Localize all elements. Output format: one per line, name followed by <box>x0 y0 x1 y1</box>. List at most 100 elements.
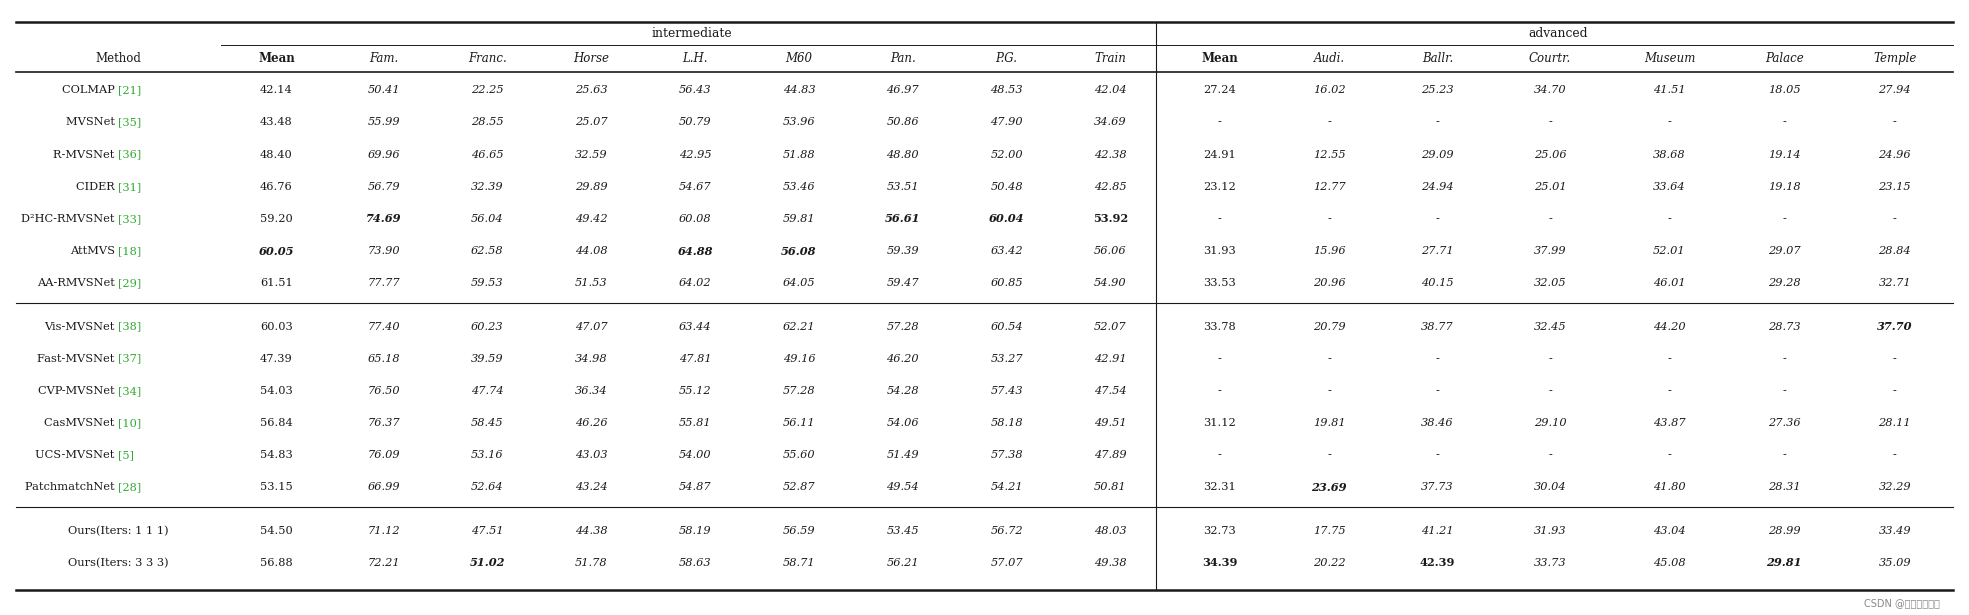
Text: -: - <box>1219 214 1221 224</box>
Text: 29.89: 29.89 <box>575 181 608 192</box>
Text: 27.24: 27.24 <box>1203 85 1237 95</box>
Text: -: - <box>1892 450 1896 460</box>
Text: -: - <box>1892 354 1896 363</box>
Text: 44.20: 44.20 <box>1654 322 1685 331</box>
Text: Courtr.: Courtr. <box>1530 52 1571 65</box>
Text: Fast-MVSNet: Fast-MVSNet <box>37 354 118 363</box>
Text: 56.43: 56.43 <box>679 85 711 95</box>
Text: 76.50: 76.50 <box>368 386 400 396</box>
Text: 20.22: 20.22 <box>1313 558 1345 568</box>
Text: 54.87: 54.87 <box>679 482 711 492</box>
Text: 56.84: 56.84 <box>260 418 293 428</box>
Text: Train: Train <box>1095 52 1126 65</box>
Text: 43.04: 43.04 <box>1654 526 1685 536</box>
Text: 23.15: 23.15 <box>1878 181 1912 192</box>
Text: 59.81: 59.81 <box>782 214 815 224</box>
Text: 22.25: 22.25 <box>471 85 504 95</box>
Text: -: - <box>1548 386 1552 396</box>
Text: 41.80: 41.80 <box>1654 482 1685 492</box>
Text: 60.85: 60.85 <box>990 278 1024 288</box>
Text: 34.98: 34.98 <box>575 354 608 363</box>
Text: 44.38: 44.38 <box>575 526 608 536</box>
Text: advanced: advanced <box>1528 26 1587 39</box>
Text: 57.43: 57.43 <box>990 386 1024 396</box>
Text: 29.81: 29.81 <box>1766 557 1802 568</box>
Text: Museum: Museum <box>1644 52 1695 65</box>
Text: 54.00: 54.00 <box>679 450 711 460</box>
Text: [5]: [5] <box>118 450 134 460</box>
Text: 49.54: 49.54 <box>886 482 920 492</box>
Text: 54.83: 54.83 <box>260 450 293 460</box>
Text: 33.78: 33.78 <box>1203 322 1237 331</box>
Text: 49.51: 49.51 <box>1095 418 1126 428</box>
Text: 41.51: 41.51 <box>1654 85 1685 95</box>
Text: 72.21: 72.21 <box>368 558 400 568</box>
Text: D²HC-RMVSNet: D²HC-RMVSNet <box>22 214 118 224</box>
Text: 31.12: 31.12 <box>1203 418 1237 428</box>
Text: [33]: [33] <box>118 214 142 224</box>
Text: 32.59: 32.59 <box>575 149 608 159</box>
Text: MVSNet: MVSNet <box>65 117 118 127</box>
Text: 56.08: 56.08 <box>782 245 817 256</box>
Text: 56.04: 56.04 <box>471 214 504 224</box>
Text: 15.96: 15.96 <box>1313 246 1345 256</box>
Text: -: - <box>1219 450 1221 460</box>
Text: 60.05: 60.05 <box>258 245 293 256</box>
Text: 51.78: 51.78 <box>575 558 608 568</box>
Text: 32.39: 32.39 <box>471 181 504 192</box>
Text: 47.81: 47.81 <box>679 354 711 363</box>
Text: 52.07: 52.07 <box>1095 322 1126 331</box>
Text: 60.08: 60.08 <box>679 214 711 224</box>
Text: 62.21: 62.21 <box>782 322 815 331</box>
Text: 38.77: 38.77 <box>1422 322 1453 331</box>
Text: 60.23: 60.23 <box>471 322 504 331</box>
Text: 60.54: 60.54 <box>990 322 1024 331</box>
Text: 50.86: 50.86 <box>886 117 920 127</box>
Text: 63.44: 63.44 <box>679 322 711 331</box>
Text: 28.99: 28.99 <box>1768 526 1800 536</box>
Text: [35]: [35] <box>118 117 142 127</box>
Text: [21]: [21] <box>118 85 142 95</box>
Text: 48.80: 48.80 <box>886 149 920 159</box>
Text: 28.11: 28.11 <box>1878 418 1912 428</box>
Text: 51.88: 51.88 <box>782 149 815 159</box>
Text: 37.73: 37.73 <box>1422 482 1453 492</box>
Text: 25.01: 25.01 <box>1534 181 1567 192</box>
Text: 56.59: 56.59 <box>782 526 815 536</box>
Text: -: - <box>1435 214 1439 224</box>
Text: 53.46: 53.46 <box>782 181 815 192</box>
Text: 23.12: 23.12 <box>1203 181 1237 192</box>
Text: 28.73: 28.73 <box>1768 322 1800 331</box>
Text: 32.29: 32.29 <box>1878 482 1912 492</box>
Text: 32.71: 32.71 <box>1878 278 1912 288</box>
Text: -: - <box>1435 117 1439 127</box>
Text: -: - <box>1782 386 1786 396</box>
Text: [31]: [31] <box>118 181 142 192</box>
Text: 51.53: 51.53 <box>575 278 608 288</box>
Text: UCS-MVSNet: UCS-MVSNet <box>35 450 118 460</box>
Text: 47.89: 47.89 <box>1095 450 1126 460</box>
Text: 31.93: 31.93 <box>1534 526 1567 536</box>
Text: 50.41: 50.41 <box>368 85 400 95</box>
Text: 55.12: 55.12 <box>679 386 711 396</box>
Text: 46.26: 46.26 <box>575 418 608 428</box>
Text: 45.08: 45.08 <box>1654 558 1685 568</box>
Text: -: - <box>1327 214 1331 224</box>
Text: Vis-MVSNet: Vis-MVSNet <box>45 322 118 331</box>
Text: Mean: Mean <box>258 52 295 65</box>
Text: 64.88: 64.88 <box>677 245 713 256</box>
Text: [38]: [38] <box>118 322 142 331</box>
Text: 43.48: 43.48 <box>260 117 293 127</box>
Text: R-MVSNet: R-MVSNet <box>53 149 118 159</box>
Text: 76.37: 76.37 <box>368 418 400 428</box>
Text: intermediate: intermediate <box>652 26 732 39</box>
Text: 37.99: 37.99 <box>1534 246 1567 256</box>
Text: 52.87: 52.87 <box>782 482 815 492</box>
Text: 53.45: 53.45 <box>886 526 920 536</box>
Text: 20.96: 20.96 <box>1313 278 1345 288</box>
Text: 34.39: 34.39 <box>1203 557 1237 568</box>
Text: 56.88: 56.88 <box>260 558 293 568</box>
Text: 31.93: 31.93 <box>1203 246 1237 256</box>
Text: 58.71: 58.71 <box>782 558 815 568</box>
Text: M60: M60 <box>786 52 813 65</box>
